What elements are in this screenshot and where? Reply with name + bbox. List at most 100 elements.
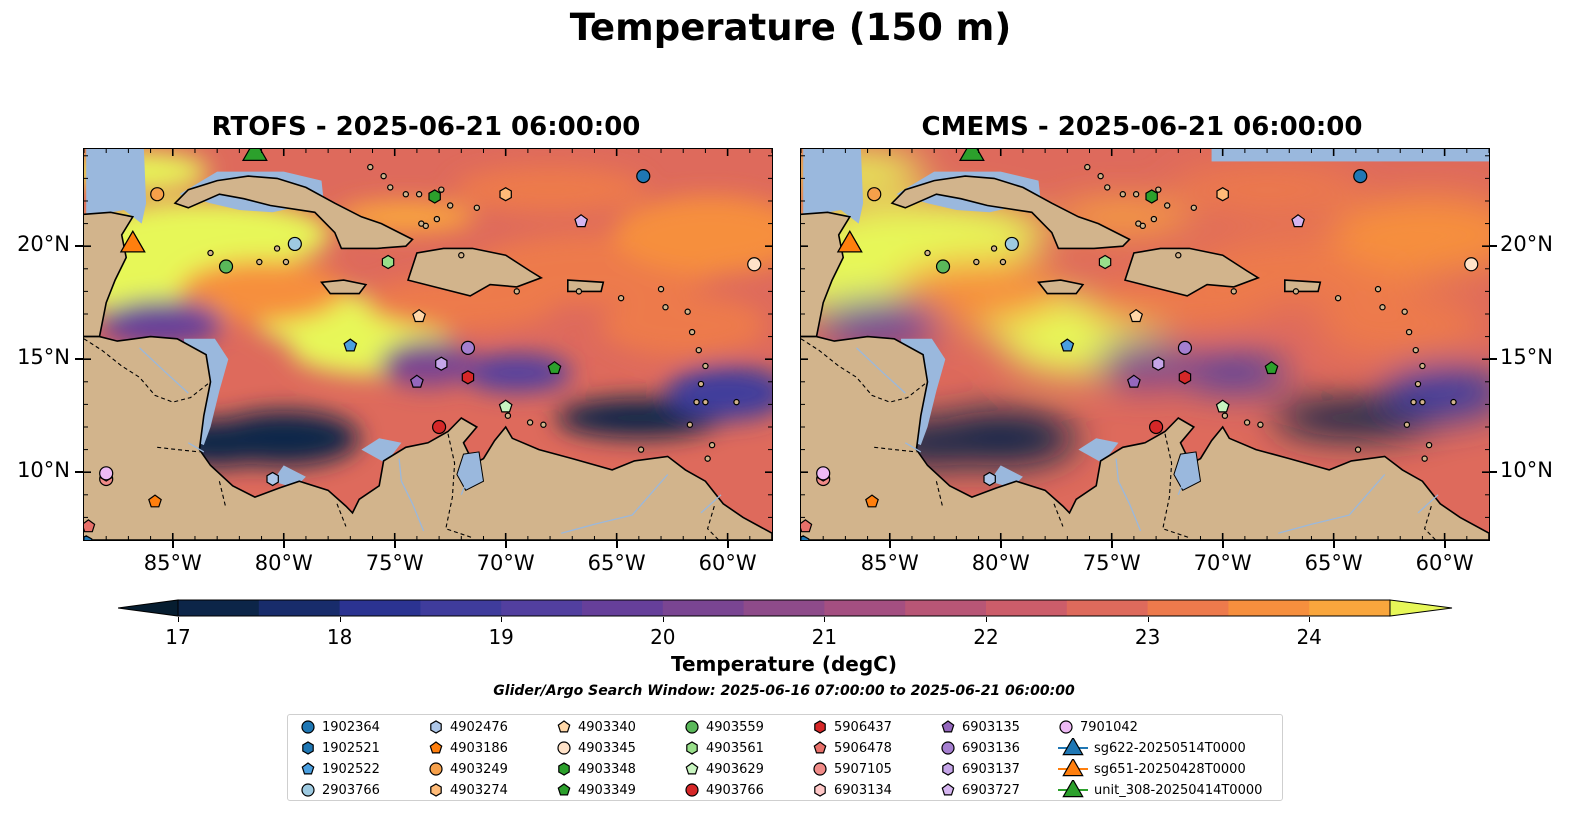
colorbar-bin <box>582 600 664 616</box>
islet <box>1410 398 1417 406</box>
legend-label: 4903561 <box>706 740 764 756</box>
legend-label: 4903249 <box>450 761 508 777</box>
temperature-blob <box>99 299 224 347</box>
marker-sg651-20250428T0000 <box>119 230 146 253</box>
lon-tick-label: 75°W <box>365 551 424 575</box>
legend-marker-4903345 <box>557 741 571 755</box>
marker-1902522 <box>343 338 358 352</box>
lat-tick-mark <box>1489 245 1497 248</box>
legend-marker-4903274 <box>430 783 442 797</box>
marker-unit_308-20250414T0000 <box>241 149 268 161</box>
islet <box>1419 398 1426 406</box>
legend-marker-5906478 <box>813 741 827 754</box>
river <box>1177 471 1188 496</box>
temperature-blob <box>461 353 572 393</box>
marker-4903348 <box>428 189 441 204</box>
islet <box>1401 308 1408 315</box>
islet <box>1379 304 1386 311</box>
lake-maracaibo <box>456 451 485 491</box>
colorbar-extend-over <box>1389 599 1453 617</box>
islet <box>657 285 665 293</box>
legend-marker-4903186 <box>429 741 443 754</box>
lon-tick-mark <box>171 541 174 548</box>
islet <box>1230 288 1237 295</box>
legend-label: 6903134 <box>834 782 892 798</box>
islet <box>695 346 702 354</box>
no-data-strip <box>1211 149 1489 162</box>
colorbar-bin <box>339 600 421 616</box>
marker-4903249 <box>867 187 882 202</box>
legend-label: 2903766 <box>322 782 380 798</box>
legend-marker-4903766 <box>685 783 699 797</box>
marker-4903274 <box>1216 187 1229 202</box>
shelf-shallow-water <box>803 149 864 224</box>
frame-ticks <box>84 149 772 540</box>
islet <box>282 258 290 266</box>
country-border <box>935 481 944 509</box>
islet <box>697 380 705 388</box>
marker-4903186 <box>148 494 162 508</box>
temperature-blob <box>613 195 772 274</box>
marker-4903274 <box>499 187 512 202</box>
islet <box>387 184 394 191</box>
colorbar-bin <box>1147 600 1229 616</box>
legend-marker-4903340 <box>557 720 571 733</box>
lon-tick-mark <box>1110 541 1113 548</box>
legend-item: 7901042 <box>1058 717 1138 737</box>
islet <box>1425 441 1433 449</box>
islet <box>1190 204 1198 211</box>
colorbar-bin <box>662 600 745 616</box>
lat-tick-label-right: 20°N <box>1500 232 1553 257</box>
legend-item: 5906478 <box>812 738 892 758</box>
river <box>1417 494 1439 514</box>
islet <box>1139 222 1146 230</box>
islet <box>1412 346 1419 354</box>
colorbar-tick-label: 18 <box>326 625 353 649</box>
country-border <box>157 446 200 453</box>
colorbar-tick-mark <box>1309 617 1311 622</box>
lon-tick-mark <box>888 541 891 548</box>
figure-title: Temperature (150 m) <box>569 6 1012 49</box>
colorbar-tick-label: 24 <box>1296 625 1322 649</box>
land-puertorico <box>566 279 605 293</box>
lon-tick-mark <box>999 541 1002 548</box>
marker-6903135 <box>1126 374 1141 388</box>
colorbar <box>117 599 1454 623</box>
search-window-caption: Glider/Argo Search Window: 2025-06-16 07… <box>493 683 1075 699</box>
colorbar-tick-mark <box>178 617 179 622</box>
legend-label: 4903340 <box>578 719 636 735</box>
marker-6903727 <box>574 214 589 228</box>
land-jamaica <box>1036 279 1085 295</box>
legend-label: 4903274 <box>450 782 508 798</box>
legend-marker-6903137 <box>942 762 954 776</box>
marker-4903349 <box>547 360 562 375</box>
marker-1902521 <box>84 535 93 540</box>
islet <box>693 398 700 406</box>
lon-tick-label: 65°W <box>1304 551 1363 575</box>
islet <box>1403 421 1411 428</box>
colorbar-bin <box>178 600 260 616</box>
country-border <box>218 481 227 509</box>
legend-label: 1902521 <box>322 740 380 756</box>
map-panel-cmems <box>800 148 1490 541</box>
lat-tick-label-right: 10°N <box>1500 458 1553 483</box>
islet <box>415 191 423 198</box>
marker-4903561 <box>1098 254 1112 270</box>
islet <box>686 421 694 428</box>
islet <box>1243 419 1251 426</box>
lon-tick-label: 70°W <box>1193 551 1252 575</box>
marker-5906437 <box>1178 370 1192 385</box>
legend-item: unit_308-20250414T0000 <box>1058 780 1262 800</box>
river <box>700 494 722 514</box>
legend-label: 4903186 <box>450 740 508 756</box>
marker-1902364 <box>1353 169 1368 184</box>
legend-item: 6903727 <box>940 780 1020 800</box>
marker-4903186 <box>865 494 879 508</box>
legend-item: 4903345 <box>556 738 636 758</box>
islet <box>1163 202 1171 209</box>
lon-tick-mark <box>615 541 618 548</box>
lat-tick-mark <box>75 245 83 248</box>
islet <box>662 304 669 311</box>
marker-4903340 <box>1129 308 1144 323</box>
legend-item: 4903340 <box>556 717 636 737</box>
